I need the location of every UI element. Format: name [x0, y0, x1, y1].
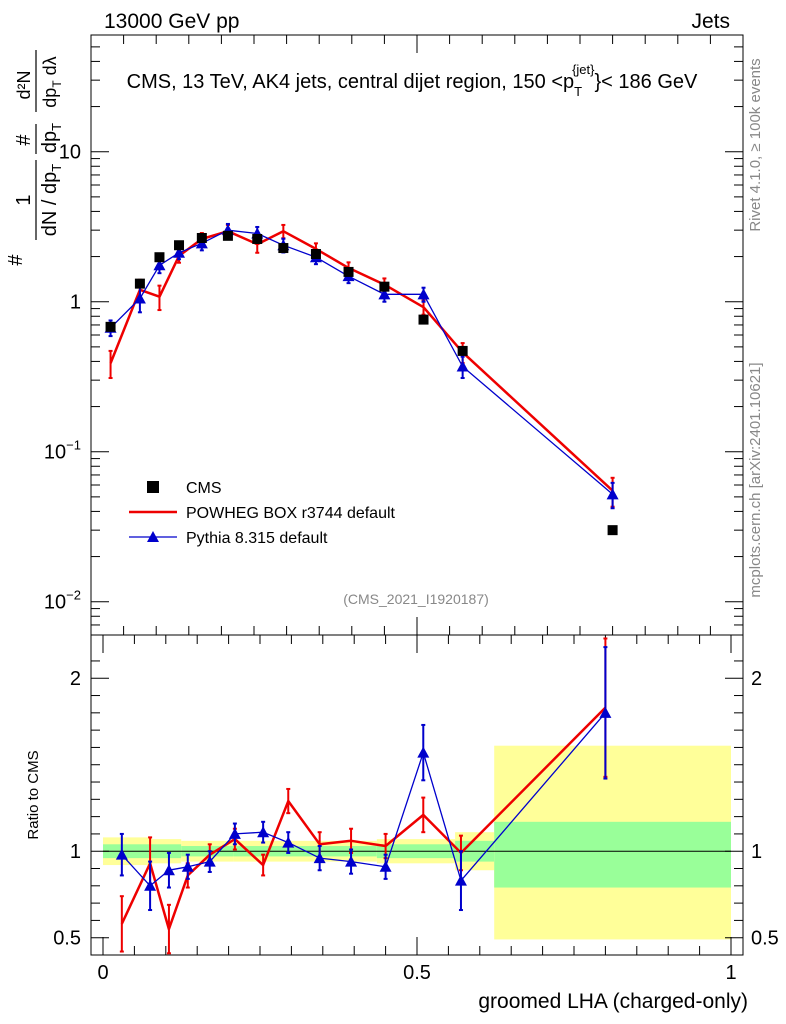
- energy-label: 13000 GeV pp: [104, 10, 239, 33]
- top-ytick-label: 10: [59, 142, 81, 164]
- ylabel-den: dN / dpT: [39, 164, 64, 236]
- ratio-ytick-label: 1: [70, 841, 81, 863]
- chart-title: CMS, 13 TeV, AK4 jets, central dijet reg…: [127, 62, 698, 99]
- analysis-watermark: (CMS_2021_I1920187): [343, 591, 489, 607]
- cms-point: [379, 281, 390, 292]
- ratio-pythia-point: [417, 746, 430, 758]
- ratio-pythia-point: [181, 860, 194, 872]
- pythia-point: [606, 488, 619, 500]
- ratio-pythia-point: [282, 836, 295, 848]
- legend-powheg-label: POWHEG BOX r3744 default: [186, 505, 396, 522]
- cms-point: [343, 266, 354, 277]
- ylabel-num: 1: [13, 194, 35, 205]
- ratio-ytick-label-right: 2: [751, 668, 762, 690]
- cms-point: [196, 232, 207, 243]
- cms-point: [174, 240, 185, 251]
- pythia-point: [456, 360, 469, 372]
- category-label: Jets: [691, 10, 730, 33]
- pythia-point: [173, 246, 186, 258]
- ratio-pythia-point: [144, 879, 157, 891]
- ratio-ytick-label-right: 0.5: [751, 928, 779, 950]
- ratio-pythia-point: [115, 848, 128, 860]
- ratio-pythia-point: [203, 855, 216, 867]
- ylabel-mid-num: #: [13, 134, 35, 146]
- top-ytick-label: 10−2: [44, 588, 81, 614]
- cms-point: [457, 345, 468, 356]
- ylabel-right-den: dpT dλ: [40, 56, 64, 107]
- powheg-line: [109, 229, 614, 492]
- legend-cms-label: CMS: [186, 480, 222, 497]
- cms-point: [278, 243, 289, 254]
- top-ylabel: # 1 dN / dpT # dpT d²N dpT dλ: [5, 50, 64, 266]
- cms-point: [154, 252, 165, 263]
- ratio-pythia-point: [313, 852, 326, 864]
- main-panel: 10−2 10−1 1 10: [44, 34, 744, 636]
- pythia-point: [417, 288, 430, 300]
- ratio-pythia-point: [257, 826, 270, 838]
- ratio-xtick-label: 0.5: [403, 962, 431, 984]
- ratio-pythia-point: [345, 855, 358, 867]
- cms-point: [607, 525, 618, 536]
- ratio-ytick-label: 2: [70, 668, 81, 690]
- ratio-ytick-label-right: 1: [751, 841, 762, 863]
- ratio-xlabel: groomed LHA (charged-only): [478, 990, 748, 1013]
- ratio-xtick-label: 1: [725, 962, 736, 984]
- cms-point: [222, 230, 233, 241]
- ratio-pythia-point: [228, 827, 241, 839]
- cms-point: [252, 233, 263, 244]
- top-ytick-label: 1: [70, 292, 81, 314]
- pythia-point: [378, 288, 391, 300]
- ratio-pythia-point: [599, 706, 612, 718]
- ylabel-prefix: #: [5, 254, 27, 266]
- ratio-panel: 0.5 0.5 1 1 2 2 0 0.5 1: [53, 634, 779, 984]
- cms-point: [134, 278, 145, 289]
- mcplots-label: mcplots.cern.ch [arXiv:2401.10621]: [747, 362, 764, 597]
- cms-point: [310, 249, 321, 260]
- ratio-pythia-point: [454, 874, 467, 886]
- rivet-label: Rivet 4.1.0, ≥ 100k events: [747, 58, 764, 231]
- ylabel-right-num: d²N: [14, 70, 34, 99]
- ratio-ylabel: Ratio to CMS: [25, 750, 42, 839]
- legend: CMS POWHEG BOX r3744 default Pythia 8.31…: [129, 480, 396, 547]
- ratio-xtick-label: 0: [97, 962, 108, 984]
- legend-pythia-marker: [147, 531, 159, 542]
- ratio-ytick-label: 0.5: [53, 928, 81, 950]
- legend-cms-marker: [147, 481, 159, 493]
- uncertainty-band-inner: [494, 821, 731, 888]
- top-ytick-label: 10−1: [44, 438, 81, 464]
- ratio-powheg-line: [120, 706, 607, 931]
- ratio-pythia-point: [162, 864, 175, 876]
- ylabel-mid-den: dpT: [39, 123, 64, 153]
- legend-pythia-label: Pythia 8.315 default: [186, 530, 328, 547]
- ratio-pythia-line: [121, 712, 606, 887]
- pythia-point: [133, 292, 146, 304]
- pythia-line: [110, 229, 614, 495]
- cms-point: [105, 321, 116, 332]
- cms-point: [418, 314, 429, 325]
- ratio-pythia-point: [379, 860, 392, 872]
- pythia-point: [153, 259, 166, 271]
